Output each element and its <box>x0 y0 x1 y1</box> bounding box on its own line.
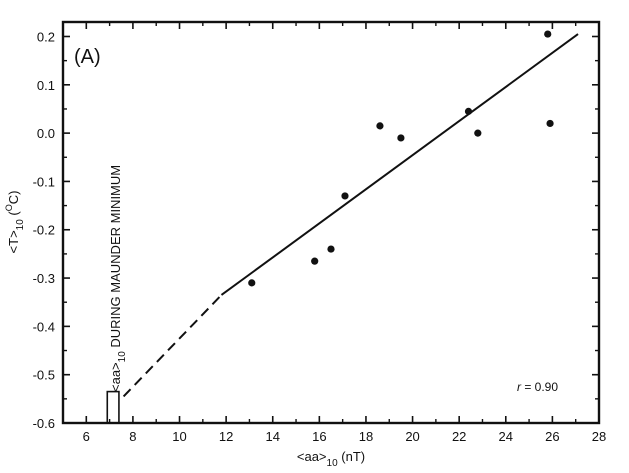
y-tick-label: 0.2 <box>37 29 55 44</box>
data-point <box>341 192 349 200</box>
x-tick-label: 18 <box>359 429 373 444</box>
y-tick-label: -0.6 <box>33 416 55 431</box>
x-tick-label: 6 <box>83 429 90 444</box>
data-point <box>327 245 335 253</box>
x-tick-label: 8 <box>129 429 136 444</box>
x-tick-label: 24 <box>499 429 513 444</box>
data-point <box>311 257 319 265</box>
data-point <box>397 134 405 142</box>
maunder-minimum-box <box>106 390 120 424</box>
x-axis-ticks: 6 8 10 12 14 16 18 20 22 24 26 28 <box>83 22 606 444</box>
data-point <box>248 279 256 287</box>
correlation-label: r = 0.90 <box>517 380 558 394</box>
correlation-symbol: r <box>517 380 522 394</box>
maunder-annotation: <aa>10 DURING MAUNDER MINIMUM <box>108 165 128 392</box>
x-tick-label: 12 <box>219 429 233 444</box>
y-label-unit-open: ( <box>6 211 21 220</box>
y-tick-label: -0.1 <box>33 174 55 189</box>
y-label-main: <T> <box>6 230 21 253</box>
fit-line-solid <box>220 33 579 296</box>
y-tick-label: -0.5 <box>33 368 55 383</box>
fit-line-dashed <box>122 294 223 398</box>
annotation-subscript: 10 <box>117 351 128 363</box>
y-axis-ticks: 0.2 0.1 0.0 -0.1 -0.2 -0.3 -0.4 -0.5 -0.6 <box>33 29 599 431</box>
x-tick-label: 10 <box>172 429 186 444</box>
data-point <box>546 119 554 128</box>
x-tick-label: 28 <box>592 429 606 444</box>
correlation-value: = 0.90 <box>521 380 558 394</box>
annotation-aa: <aa> <box>108 362 123 392</box>
x-axis-label: <aa>10 (nT) <box>297 449 365 469</box>
y-tick-label: -0.3 <box>33 271 55 286</box>
y-label-unit-close: C) <box>6 191 21 205</box>
x-label-unit: (nT) <box>338 449 365 464</box>
y-label-unit-degree: O <box>4 204 14 211</box>
data-point <box>474 129 482 137</box>
y-tick-label: -0.4 <box>33 319 55 334</box>
x-label-main: <aa> <box>297 449 327 464</box>
y-tick-label: 0.1 <box>37 78 55 93</box>
x-tick-label: 26 <box>545 429 559 444</box>
x-tick-label: 16 <box>312 429 326 444</box>
plot-frame <box>61 20 601 425</box>
y-label-subscript: 10 <box>15 219 26 231</box>
y-tick-label: 0.0 <box>37 126 55 141</box>
panel-label: (A) <box>74 46 101 68</box>
y-tick-label: -0.2 <box>33 223 55 238</box>
data-point <box>376 122 384 130</box>
y-axis-label: <T>10 (OC) <box>4 191 26 254</box>
data-point <box>544 30 552 38</box>
x-tick-label: 20 <box>405 429 419 444</box>
x-tick-label: 22 <box>452 429 466 444</box>
data-points <box>248 30 554 287</box>
x-tick-label: 14 <box>266 429 280 444</box>
annotation-rest: DURING MAUNDER MINIMUM <box>108 165 123 351</box>
data-point <box>464 107 473 115</box>
x-label-subscript: 10 <box>327 458 339 469</box>
